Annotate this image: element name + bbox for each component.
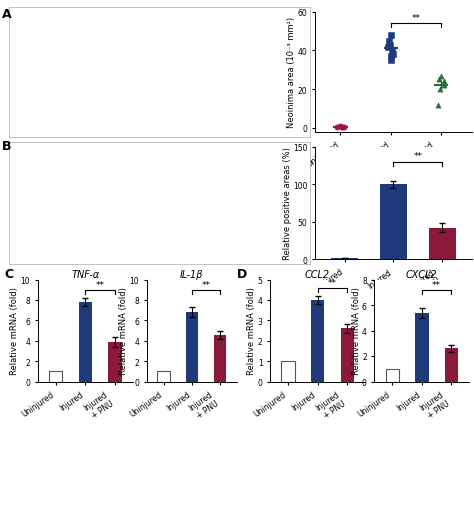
Bar <box>311 300 324 382</box>
Bar <box>380 185 407 260</box>
Text: C: C <box>5 267 14 280</box>
Title: CXCL2: CXCL2 <box>406 269 438 279</box>
Title: CCL2: CCL2 <box>305 269 330 279</box>
Point <box>340 123 347 131</box>
Text: D: D <box>237 267 247 280</box>
Text: **: ** <box>411 14 420 23</box>
Bar <box>415 313 428 382</box>
Point <box>386 41 394 49</box>
Point <box>436 86 444 94</box>
Point <box>338 124 346 132</box>
Bar <box>108 342 122 382</box>
Text: **: ** <box>413 152 422 161</box>
Bar <box>186 313 198 382</box>
Bar <box>281 361 295 382</box>
Bar <box>385 369 399 382</box>
Text: **: ** <box>201 280 210 290</box>
Text: B: B <box>2 140 12 153</box>
Point <box>440 82 448 90</box>
Title: IL-1β: IL-1β <box>180 269 204 279</box>
Text: **: ** <box>328 278 337 288</box>
Y-axis label: Relative positive areas (%): Relative positive areas (%) <box>283 147 292 260</box>
Bar <box>445 349 458 382</box>
Y-axis label: Neoinima area (10⁻³ mm²): Neoinima area (10⁻³ mm²) <box>287 17 296 128</box>
Point <box>437 72 445 80</box>
Y-axis label: Relative mRNA (fold): Relative mRNA (fold) <box>119 287 128 375</box>
Point <box>336 123 344 131</box>
Bar <box>49 372 63 382</box>
Bar <box>157 372 170 382</box>
Point <box>436 76 443 84</box>
Point <box>435 101 442 109</box>
Point <box>385 38 393 46</box>
Point <box>387 53 395 61</box>
Point <box>441 78 448 86</box>
Bar <box>340 329 354 382</box>
Point <box>338 124 346 132</box>
Text: **: ** <box>432 280 441 290</box>
Y-axis label: Relative mRNA (fold): Relative mRNA (fold) <box>247 287 256 375</box>
Y-axis label: Relative mRNA (fold): Relative mRNA (fold) <box>352 287 361 375</box>
Point <box>384 43 392 51</box>
Y-axis label: Relative mRNA (fold): Relative mRNA (fold) <box>10 287 19 375</box>
Point <box>387 32 395 40</box>
Point <box>388 47 396 55</box>
Title: TNF-α: TNF-α <box>71 269 100 279</box>
Point <box>387 57 395 65</box>
Bar <box>429 228 456 260</box>
Point <box>389 51 397 59</box>
Bar <box>331 259 358 260</box>
Text: **: ** <box>96 280 105 290</box>
Point <box>334 124 341 132</box>
Bar <box>214 335 227 382</box>
Text: A: A <box>2 8 12 20</box>
Bar <box>79 302 92 382</box>
